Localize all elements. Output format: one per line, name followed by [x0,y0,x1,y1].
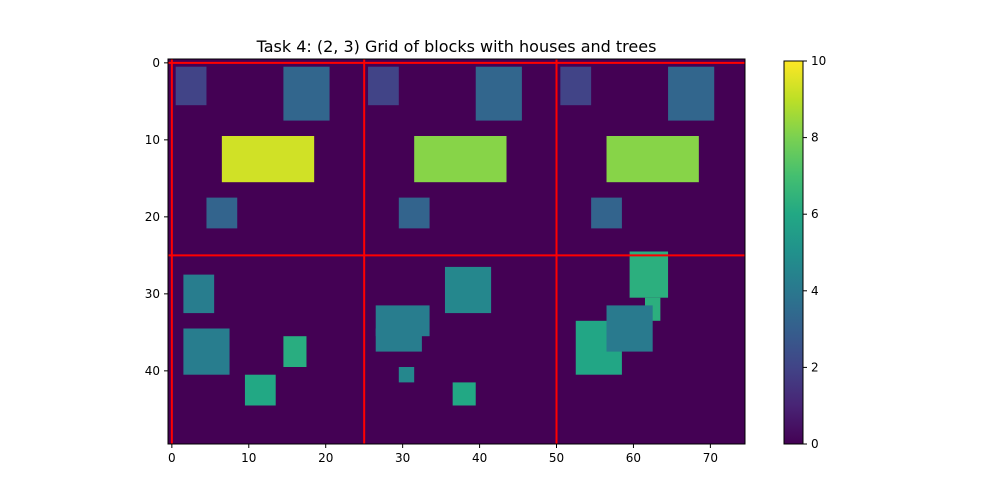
x-tick-label: 0 [168,451,176,465]
heatmap-cells [168,59,745,444]
x-axis: 0 10 20 30 40 50 60 70 [168,444,718,465]
heatmap-region [606,136,699,183]
heatmap-region [398,197,430,229]
x-tick-label: 10 [241,451,256,465]
x-tick-label: 50 [549,451,564,465]
y-tick-label: 40 [145,364,160,378]
y-axis: 0 10 20 30 40 [145,56,168,378]
heatmap-region [398,367,415,383]
heatmap-region [375,328,422,352]
x-tick-label: 60 [626,451,641,465]
heatmap-region [629,251,669,298]
heatmap-region [414,136,507,183]
block-grid-lines [168,59,745,444]
heatmap-region [283,66,330,121]
chart-title: Task 4: (2, 3) Grid of blocks with house… [256,37,657,56]
heatmap-region [183,328,230,375]
heatmap-region [368,66,399,106]
colorbar-gradient [783,60,804,445]
x-tick-label: 40 [472,451,487,465]
heatmap-region [560,66,592,106]
heatmap-region [206,197,238,229]
heatmap-region [175,66,207,106]
colorbar-tick-label: 0 [811,437,819,451]
y-tick-label: 30 [145,287,160,301]
colorbar-tick-label: 10 [811,54,826,68]
heatmap-region [221,136,315,183]
y-tick-label: 20 [145,210,160,224]
colorbar-tick-label: 8 [811,131,819,145]
heatmap-region [606,305,653,352]
colorbar-tick-label: 6 [811,207,819,221]
heatmap-region [444,266,492,314]
heatmap-region [591,197,622,229]
colorbar: 0 2 4 6 8 10 [783,54,826,451]
heatmap-region [283,336,307,367]
x-tick-label: 30 [395,451,410,465]
heatmap-region [475,66,522,121]
x-tick-label: 70 [703,451,718,465]
heatmap-region [668,66,715,121]
plot-frame [167,58,746,445]
colorbar-tick-label: 4 [811,284,819,298]
y-tick-label: 10 [145,133,160,147]
colorbar-tick-label: 2 [811,360,819,374]
x-tick-label: 20 [318,451,333,465]
y-tick-label: 0 [152,56,160,70]
heatmap-region [183,274,215,314]
heatmap-region [244,374,276,406]
heatmap-region [452,382,476,406]
